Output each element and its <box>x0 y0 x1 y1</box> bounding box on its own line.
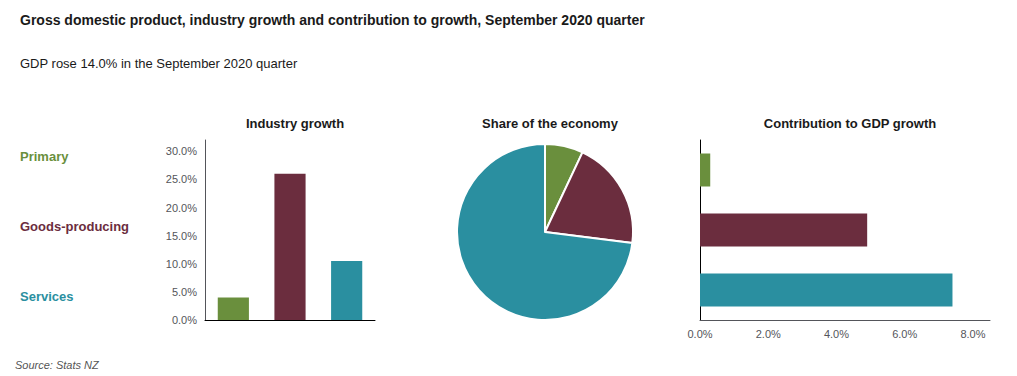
svg-text:Share of the economy: Share of the economy <box>482 116 619 131</box>
svg-text:20.0%: 20.0% <box>166 202 197 214</box>
svg-text:25.0%: 25.0% <box>166 173 197 185</box>
svg-text:Contribution to GDP growth: Contribution to GDP growth <box>764 116 936 131</box>
svg-text:4.0%: 4.0% <box>824 328 849 340</box>
svg-text:15.0%: 15.0% <box>166 230 197 242</box>
svg-text:5.0%: 5.0% <box>172 286 197 298</box>
svg-text:Source: Stats NZ: Source: Stats NZ <box>15 359 100 371</box>
svg-text:2.0%: 2.0% <box>756 328 781 340</box>
svg-text:Goods-producing: Goods-producing <box>20 219 129 234</box>
svg-text:Primary: Primary <box>20 149 69 164</box>
svg-text:6.0%: 6.0% <box>892 328 917 340</box>
svg-text:Services: Services <box>20 289 74 304</box>
svg-text:30.0%: 30.0% <box>166 145 197 157</box>
svg-text:GDP rose 14.0% in the Septembe: GDP rose 14.0% in the September 2020 qua… <box>20 56 298 71</box>
svg-text:10.0%: 10.0% <box>166 258 197 270</box>
svg-text:8.0%: 8.0% <box>960 328 985 340</box>
svg-text:0.0%: 0.0% <box>687 328 712 340</box>
svg-text:Industry growth: Industry growth <box>246 116 344 131</box>
svg-text:0.0%: 0.0% <box>172 314 197 326</box>
svg-text:Gross domestic product, indust: Gross domestic product, industry growth … <box>20 12 645 28</box>
